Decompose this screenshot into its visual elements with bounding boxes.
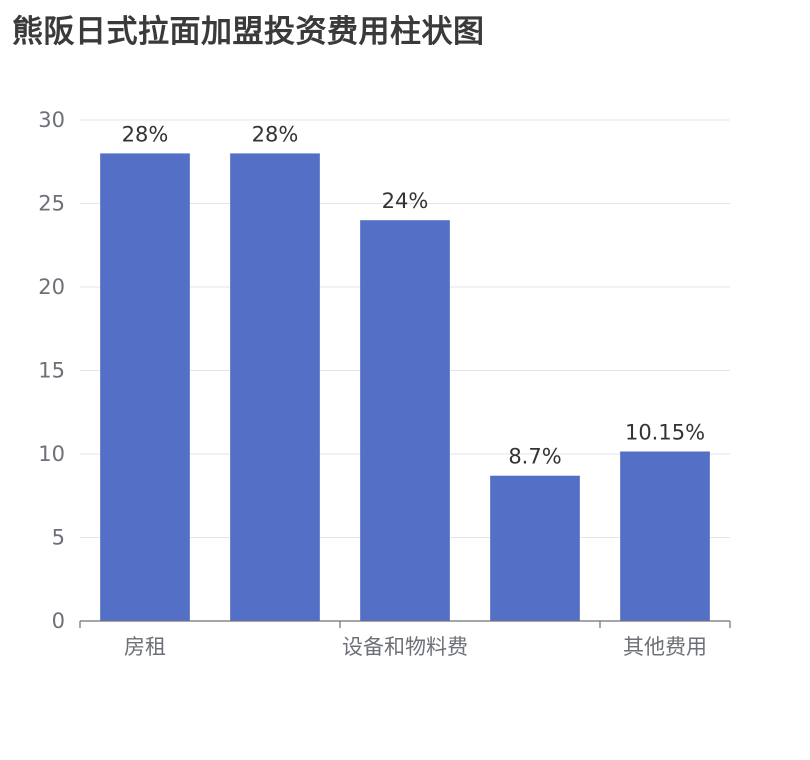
- bar: [490, 475, 580, 621]
- y-tick-label: 10: [38, 442, 65, 466]
- y-tick-label: 0: [52, 609, 65, 633]
- x-category-label: 其他费用: [623, 635, 707, 659]
- data-labels: 28% 28% 24% 8.7% 10.15%: [122, 122, 705, 468]
- bars: [100, 153, 710, 621]
- chart-title: 熊阪日式拉面加盟投资费用柱状图: [12, 14, 485, 50]
- y-axis-tick-labels: 0 5 10 15 20 25 30: [38, 108, 65, 633]
- y-tick-label: 15: [38, 359, 65, 383]
- bar: [620, 451, 710, 621]
- bar-data-label: 8.7%: [508, 445, 561, 469]
- bar-data-label: 28%: [122, 122, 169, 146]
- x-category-label: 设备和物料费: [342, 635, 468, 659]
- y-tick-label: 20: [38, 275, 65, 299]
- bar-data-label: 24%: [382, 189, 429, 213]
- bar-data-label: 28%: [252, 122, 299, 146]
- bar-data-label: 10.15%: [625, 420, 705, 444]
- y-tick-label: 25: [38, 192, 65, 216]
- y-tick-label: 5: [52, 526, 65, 550]
- bar: [100, 153, 190, 621]
- bar: [230, 153, 320, 621]
- y-tick-label: 30: [38, 108, 65, 132]
- x-axis: 房租 设备和物料费 其他费用: [79, 620, 731, 659]
- x-category-label: 房租: [124, 635, 166, 659]
- bar: [360, 220, 450, 621]
